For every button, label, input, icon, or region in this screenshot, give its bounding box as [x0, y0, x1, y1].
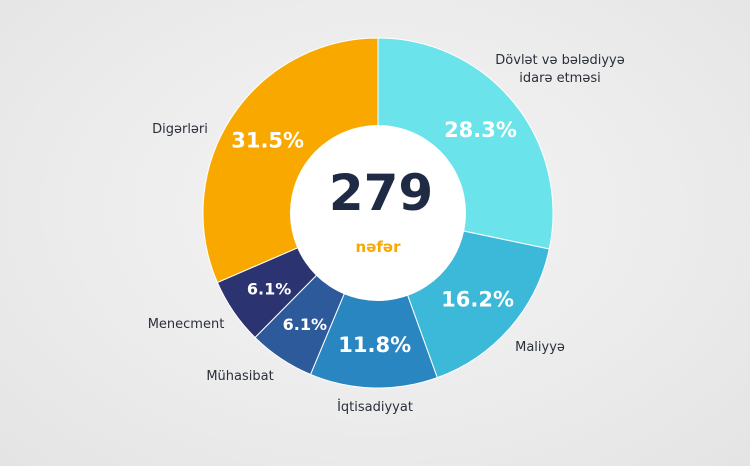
- category-label: İqtisadiyyat: [337, 400, 413, 415]
- value-label: 6.1%: [283, 315, 327, 334]
- category-label: Maliyyə: [515, 340, 565, 355]
- category-label: Menecment: [147, 317, 225, 332]
- category-label: Dövlət və bələdiyyə idarə etməsi: [495, 53, 625, 86]
- center-value: 279: [329, 164, 433, 222]
- value-label: 28.3%: [444, 118, 517, 142]
- value-label: 16.2%: [441, 288, 514, 312]
- value-label: 31.5%: [231, 129, 304, 153]
- category-label: Digərləri: [152, 122, 208, 137]
- donut-hole: [290, 125, 466, 301]
- value-label: 11.8%: [338, 333, 411, 357]
- value-label: 6.1%: [247, 280, 291, 299]
- category-label: Mühasibat: [206, 369, 274, 384]
- center-label: nəfər: [356, 238, 402, 256]
